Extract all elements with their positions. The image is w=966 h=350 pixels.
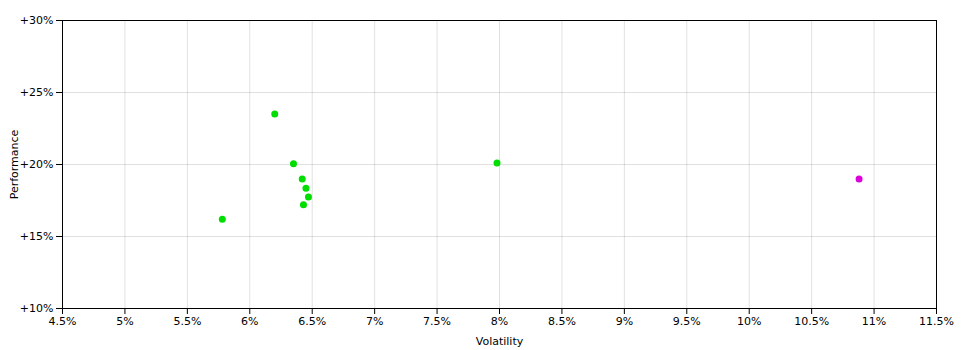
svg-text:8%: 8% bbox=[491, 315, 508, 328]
svg-text:7%: 7% bbox=[366, 315, 383, 328]
svg-text:10.5%: 10.5% bbox=[794, 315, 829, 328]
svg-text:4.5%: 4.5% bbox=[49, 315, 77, 328]
svg-text:5%: 5% bbox=[116, 315, 133, 328]
svg-text:+30%: +30% bbox=[20, 14, 54, 27]
svg-text:+20%: +20% bbox=[20, 158, 54, 171]
svg-text:10%: 10% bbox=[737, 315, 761, 328]
svg-text:8.5%: 8.5% bbox=[548, 315, 576, 328]
svg-text:6.5%: 6.5% bbox=[298, 315, 326, 328]
svg-text:+15%: +15% bbox=[20, 230, 54, 243]
svg-text:+25%: +25% bbox=[20, 86, 54, 99]
svg-text:9%: 9% bbox=[616, 315, 633, 328]
svg-text:+10%: +10% bbox=[20, 302, 54, 315]
svg-text:Volatility: Volatility bbox=[476, 335, 524, 348]
svg-text:Performance: Performance bbox=[8, 129, 21, 199]
svg-text:7.5%: 7.5% bbox=[423, 315, 451, 328]
svg-text:9.5%: 9.5% bbox=[673, 315, 701, 328]
svg-text:6%: 6% bbox=[241, 315, 258, 328]
svg-text:5.5%: 5.5% bbox=[173, 315, 201, 328]
svg-text:11%: 11% bbox=[862, 315, 886, 328]
svg-text:11.5%: 11.5% bbox=[919, 315, 954, 328]
